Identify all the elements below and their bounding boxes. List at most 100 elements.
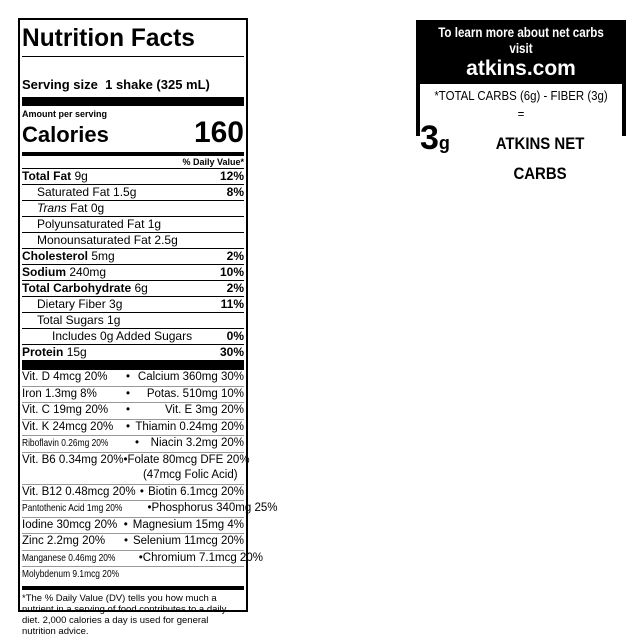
vitamin-row: Pantothenic Acid 1mg 20% • Phosphorus 340m…: [22, 500, 277, 517]
vitamin-left-text: Vit. B6 0.34mg 20%: [22, 453, 124, 466]
nutrient-label: Protein: [22, 345, 64, 359]
nutrient-name: Total Sugars 1g: [22, 313, 120, 328]
vitamin-row: Molybdenum 9.1mcg 20%: [22, 566, 244, 583]
divider: [22, 56, 244, 57]
nutrient-amount: 6g: [134, 281, 148, 295]
net-carbs-intro: To learn more about net carbs visit: [438, 25, 604, 56]
amount-per-serving: Amount per serving: [22, 109, 108, 119]
vitamin-right: Niacin 3.2mg 20%: [144, 436, 244, 452]
nutrient-amount: 240mg: [69, 265, 107, 279]
vitamin-right-text: Niacin 3.2mg 20%: [150, 437, 244, 449]
vitamin-row: Vit. C 19mg 20% • Vit. E 3mg 20%: [22, 402, 244, 419]
separator-dot: •: [126, 371, 131, 383]
vitamin-left: Vit. B6 0.34mg 20%: [22, 453, 123, 484]
nutrient-row: Sodium 240mg 10%: [22, 264, 244, 280]
nutrient-row: Monounsaturated Fat 2.5g: [22, 232, 244, 248]
vitamin-left: Molybdenum 9.1mcg 20%: [22, 567, 143, 583]
nutrient-name: Trans Fat 0g: [22, 201, 104, 216]
vitamin-left-text: Vit. K 24mcg 20%: [22, 420, 114, 433]
thick-divider: [22, 360, 244, 370]
vitamin-right: Potas. 510mg 10%: [135, 387, 244, 403]
vitamin-right: Thiamin 0.24mg 20%: [135, 420, 244, 436]
separator-dot: •: [123, 453, 128, 466]
nutrient-row: Protein 15g 30%: [22, 344, 244, 360]
medium-divider: [22, 152, 244, 156]
vitamin-list: Vit. D 4mcg 20% • Calcium 360mg 30% Iron 1.…: [22, 370, 277, 583]
vitamin-right-text: Calcium 360mg 30%: [137, 371, 244, 383]
vitamin-left-text: Zinc 2.2mg 20%: [22, 535, 106, 547]
nutrient-name: Saturated Fat 1.5g: [22, 185, 136, 200]
vitamin-right: [157, 567, 244, 583]
separator-dot: •: [139, 485, 144, 498]
separator-dot: •: [134, 437, 139, 449]
website-link[interactable]: atkins.com: [466, 57, 576, 80]
separator-dot: •: [126, 387, 131, 400]
separator-dot: •: [147, 502, 152, 514]
nutrient-amount: 5mg: [91, 249, 115, 263]
vitamin-left: Vit. D 4mcg 20%: [22, 370, 121, 386]
nutrient-name: Polyunsaturated Fat 1g: [22, 217, 161, 232]
nutrient-row: Total Sugars 1g: [22, 312, 244, 328]
vitamin-left-text: Molybdenum 9.1mcg 20%: [22, 568, 120, 580]
nutrient-name: Protein 15g: [22, 345, 87, 360]
nutrient-label: Total Carbohydrate: [22, 281, 132, 295]
nutrient-name: Dietary Fiber 3g: [22, 297, 122, 312]
vitamin-left: Vit. B12 0.48mcg 20%: [22, 485, 136, 501]
nutrient-name: Monounsaturated Fat 2.5g: [22, 233, 178, 248]
vitamin-left-text: Vit. B12 0.48mcg 20%: [22, 485, 136, 498]
vitamin-left: Zinc 2.2mg 20%: [22, 534, 119, 550]
net-carbs-unit: g: [438, 133, 450, 153]
nutrient-name: Includes 0g Added Sugars: [22, 329, 192, 344]
vitamin-left: Pantothenic Acid 1mg 20%: [22, 501, 148, 517]
footnote: *The % Daily Value (DV) tells you how mu…: [22, 592, 227, 637]
vitamin-row: Vit. K 24mcg 20% • Thiamin 0.24mg 20%: [22, 418, 244, 436]
nutrient-row: Dietary Fiber 3g 11%: [22, 296, 244, 312]
vitamin-row: Vit. D 4mcg 20% • Calcium 360mg 30%: [22, 370, 244, 386]
vitamin-right-text: Magnesium 15mg 4%: [132, 518, 244, 531]
separator-dot: •: [126, 404, 131, 416]
nutrient-daily-value: 30%: [219, 345, 244, 359]
separator-dot: •: [138, 551, 143, 564]
vitamin-left: Iodine 30mcg 20%: [22, 518, 119, 534]
nutrient-label: Polyunsaturated Fat 1g: [37, 217, 162, 231]
vitamin-row: Riboflavin 0.26mg 20% • Niacin 3.2mg 20%: [22, 435, 244, 452]
vitamin-left-text: Riboflavin 0.26mg 20%: [22, 437, 109, 449]
vitamin-right: Chromium 7.1mcg 20%: [143, 551, 263, 567]
nutrient-row: Cholesterol 5mg 2%: [22, 248, 244, 264]
vitamin-row: Vit. B12 0.48mcg 20% • Biotin 6.1mcg 20%: [22, 483, 244, 501]
nutrient-label: Sodium: [22, 265, 66, 279]
vitamin-row: Iodine 30mcg 20% • Magnesium 15mg 4%: [22, 516, 244, 534]
separator-dot: •: [123, 535, 128, 547]
nutrient-name: Total Carbohydrate 6g: [22, 281, 148, 296]
serving-size-value: 1 shake (325 mL): [105, 77, 210, 92]
label-title: Nutrition Facts: [22, 24, 195, 52]
nutrient-label: Dietary Fiber 3g: [37, 297, 123, 311]
nutrient-label: Total Fat: [22, 169, 72, 183]
vitamin-right: Phosphorus 340mg 25%: [152, 501, 278, 517]
vitamin-left-text: Vit. D 4mcg 20%: [22, 371, 108, 383]
vitamin-left-text: Iodine 30mcg 20%: [22, 518, 118, 531]
separator-dot: [143, 567, 157, 583]
nutrient-daily-value: 12%: [219, 169, 244, 183]
vitamin-right: Magnesium 15mg 4%: [133, 518, 244, 534]
net-carbs-box: *TOTAL CARBS (6g) - FIBER (3g) = 3 g ATK…: [420, 84, 622, 183]
vitamin-left: Vit. K 24mcg 20%: [22, 420, 121, 436]
calories-value: 160: [193, 116, 244, 149]
nutrient-label: Total Sugars 1g: [37, 313, 121, 327]
nutrient-name: Sodium 240mg: [22, 265, 106, 280]
nutrient-row: Polyunsaturated Fat 1g: [22, 216, 244, 232]
nutrient-name: Total Fat 9g: [22, 169, 88, 184]
daily-value-header: % Daily Value*: [182, 157, 244, 167]
vitamin-row: Zinc 2.2mg 20% • Selenium 11mcg 20%: [22, 533, 244, 550]
nutrient-row: Trans Fat 0g: [22, 200, 244, 216]
vitamin-right-text: Selenium 11mcg 20%: [132, 535, 244, 547]
net-carbs-label: ATKINS NET CARBS: [495, 134, 585, 183]
vitamin-left: Iron 1.3mg 8%: [22, 387, 121, 403]
vitamin-right-text: Thiamin 0.24mg 20%: [135, 420, 244, 433]
separator-dot: •: [123, 518, 128, 531]
nutrient-daily-value: 0%: [226, 329, 244, 343]
vitamin-right: Biotin 6.1mcg 20%: [148, 485, 244, 501]
nutrient-row: Includes 0g Added Sugars 0%: [22, 328, 244, 344]
vitamin-row: Iron 1.3mg 8% • Potas. 510mg 10%: [22, 385, 244, 403]
nutrient-daily-value: 11%: [220, 297, 244, 311]
